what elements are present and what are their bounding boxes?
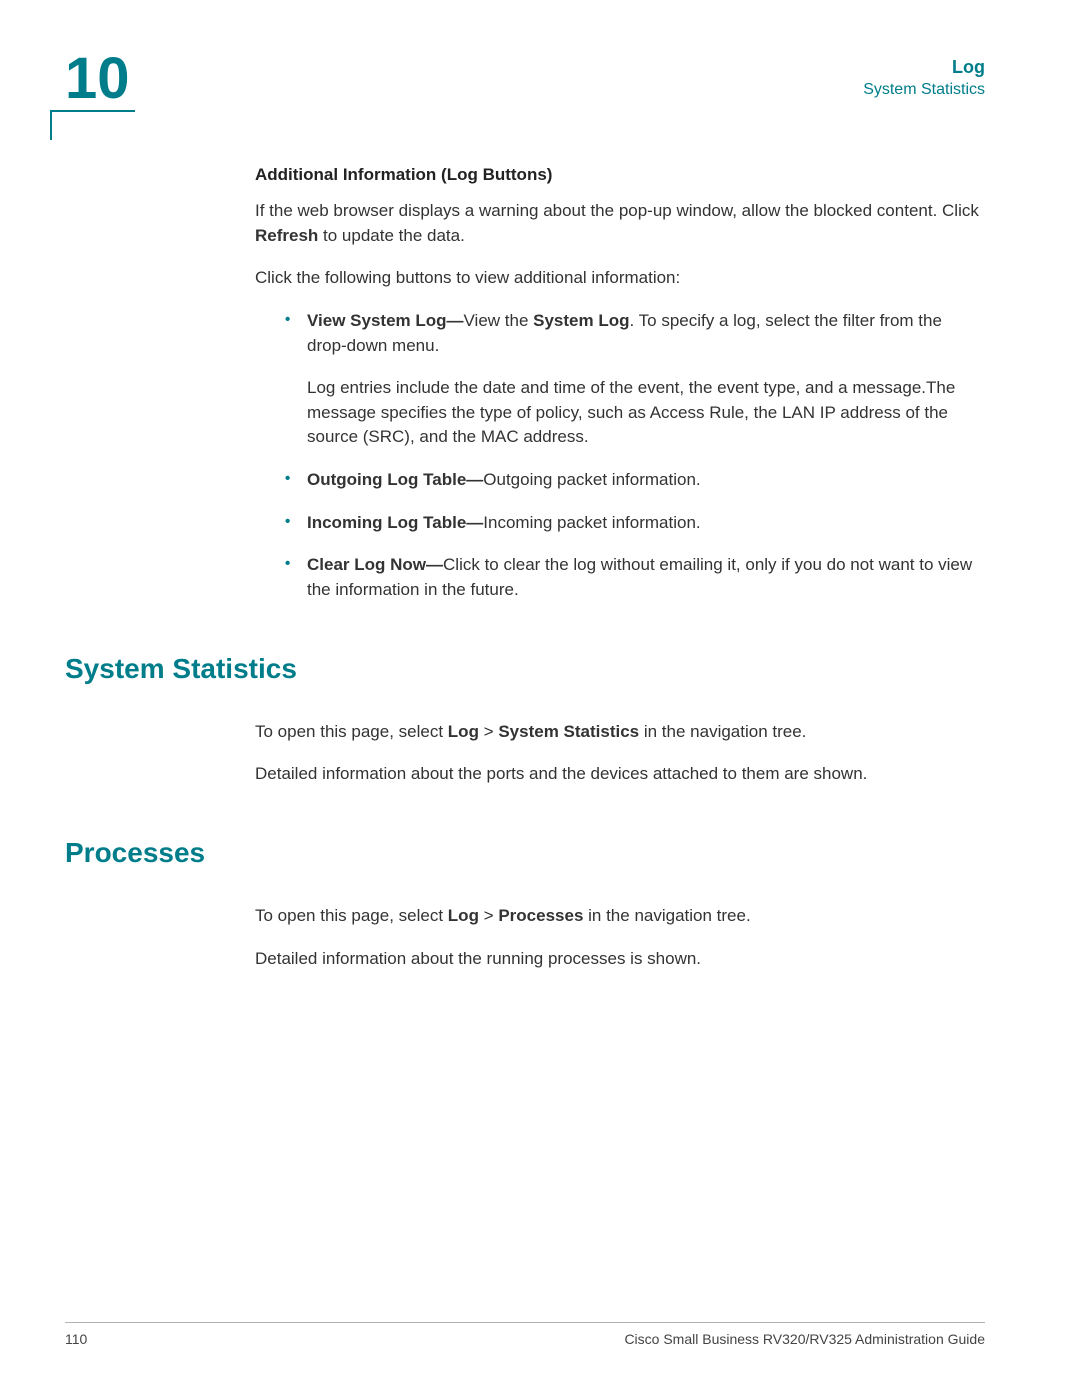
bullet-list: View System Log—View the System Log. To …	[255, 309, 985, 603]
text-bold: System Statistics	[498, 722, 639, 741]
header-subtitle: System Statistics	[863, 79, 985, 101]
text-bold: Log	[448, 722, 479, 741]
chapter-number: 10	[65, 45, 130, 112]
text-bold: Outgoing Log Table—	[307, 470, 483, 489]
text-bold: System Log	[533, 311, 629, 330]
page-content: Additional Information (Log Buttons) If …	[65, 165, 985, 989]
text: >	[479, 906, 498, 925]
section-heading-system-statistics: System Statistics	[65, 653, 985, 685]
text: Incoming packet information.	[483, 513, 700, 532]
guide-title: Cisco Small Business RV320/RV325 Adminis…	[624, 1331, 985, 1347]
running-header: Log System Statistics	[863, 55, 985, 101]
subheading-log-buttons: Additional Information (Log Buttons)	[255, 165, 985, 185]
header-title: Log	[863, 55, 985, 79]
paragraph: Log entries include the date and time of…	[307, 376, 985, 450]
paragraph: To open this page, select Log > Processe…	[255, 904, 985, 929]
page-footer: 110 Cisco Small Business RV320/RV325 Adm…	[65, 1322, 985, 1347]
paragraph: Detailed information about the ports and…	[255, 762, 985, 787]
list-item: Clear Log Now—Click to clear the log wit…	[285, 553, 985, 602]
paragraph: Detailed information about the running p…	[255, 947, 985, 972]
chapter-rule-vertical	[50, 110, 52, 140]
text: to update the data.	[318, 226, 465, 245]
section-heading-processes: Processes	[65, 837, 985, 869]
text-bold: Refresh	[255, 226, 318, 245]
text: >	[479, 722, 498, 741]
chapter-rule-horizontal	[50, 110, 135, 112]
text: If the web browser displays a warning ab…	[255, 201, 979, 220]
list-item: Outgoing Log Table—Outgoing packet infor…	[285, 468, 985, 493]
list-item: View System Log—View the System Log. To …	[285, 309, 985, 450]
list-item: Incoming Log Table—Incoming packet infor…	[285, 511, 985, 536]
text: View the	[464, 311, 534, 330]
text-bold: View System Log—	[307, 311, 464, 330]
paragraph: To open this page, select Log > System S…	[255, 720, 985, 745]
text-bold: Clear Log Now—	[307, 555, 443, 574]
paragraph: Click the following buttons to view addi…	[255, 266, 985, 291]
text-bold: Log	[448, 906, 479, 925]
text: in the navigation tree.	[583, 906, 750, 925]
page-number: 110	[65, 1331, 87, 1347]
text: Outgoing packet information.	[483, 470, 700, 489]
paragraph: If the web browser displays a warning ab…	[255, 199, 985, 248]
text: To open this page, select	[255, 722, 448, 741]
text-bold: Incoming Log Table—	[307, 513, 483, 532]
text: in the navigation tree.	[639, 722, 806, 741]
text-bold: Processes	[498, 906, 583, 925]
text: To open this page, select	[255, 906, 448, 925]
